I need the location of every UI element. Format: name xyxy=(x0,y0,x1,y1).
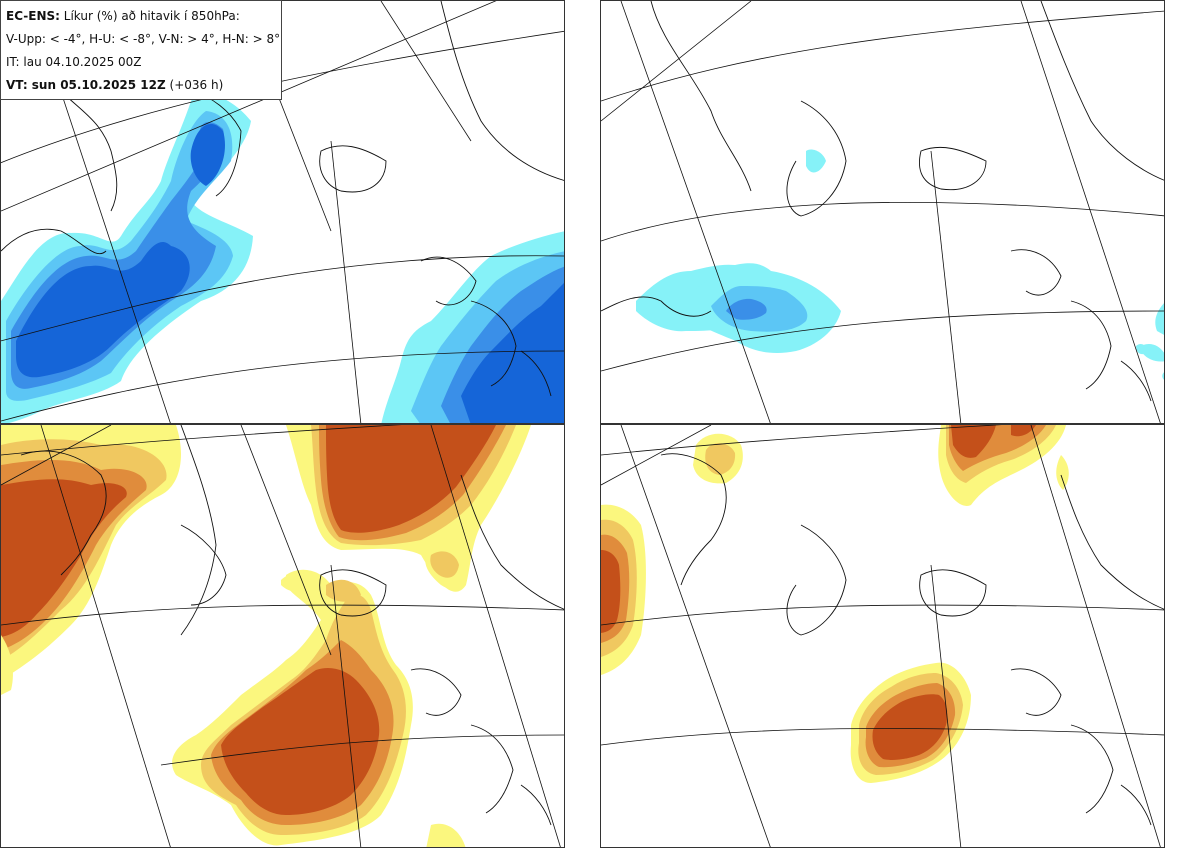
coastlines xyxy=(20,425,564,826)
graticule xyxy=(601,1,1164,423)
map-panel-h-n: 1009565355 xyxy=(600,424,1165,848)
valid-time-line: VT: sun 05.10.2025 12Z (+036 h) xyxy=(6,74,276,97)
probability-field-orange xyxy=(1,425,531,847)
graticule xyxy=(1,425,564,847)
map-panel-v-n: 1009565355 xyxy=(0,424,565,848)
coastlines xyxy=(601,1,1164,402)
map-canvas-h-u xyxy=(601,1,1164,423)
probability-field-blue xyxy=(636,149,1164,380)
probability-field-orange xyxy=(601,425,1069,783)
map-canvas-v-upp xyxy=(1,1,564,423)
valid-time: VT: sun 05.10.2025 12Z xyxy=(6,78,166,92)
map-canvas-h-n xyxy=(601,425,1164,847)
map-title: Líkur (%) að hitavik í 850hPa: xyxy=(63,9,240,23)
thresholds-line: V-Upp: < -4°, H-U: < -8°, V-N: > 4°, H-N… xyxy=(6,32,281,46)
map-info-box: EC-ENS: Líkur (%) að hitavik í 850hPa: V… xyxy=(0,0,282,100)
graticule xyxy=(601,425,1164,847)
lead-time: (+036 h) xyxy=(169,78,224,92)
coastlines xyxy=(660,453,1164,826)
map-panel-v-upp: 1009565355 xyxy=(0,0,565,424)
model-label: EC-ENS: xyxy=(6,9,60,23)
map-panel-h-u: 1009565355 xyxy=(600,0,1165,424)
map-canvas-v-n xyxy=(1,425,564,847)
title-line: EC-ENS: Líkur (%) að hitavik í 850hPa: xyxy=(6,5,276,28)
probability-field-blue xyxy=(1,93,564,423)
init-time: IT: lau 04.10.2025 00Z xyxy=(6,55,142,69)
